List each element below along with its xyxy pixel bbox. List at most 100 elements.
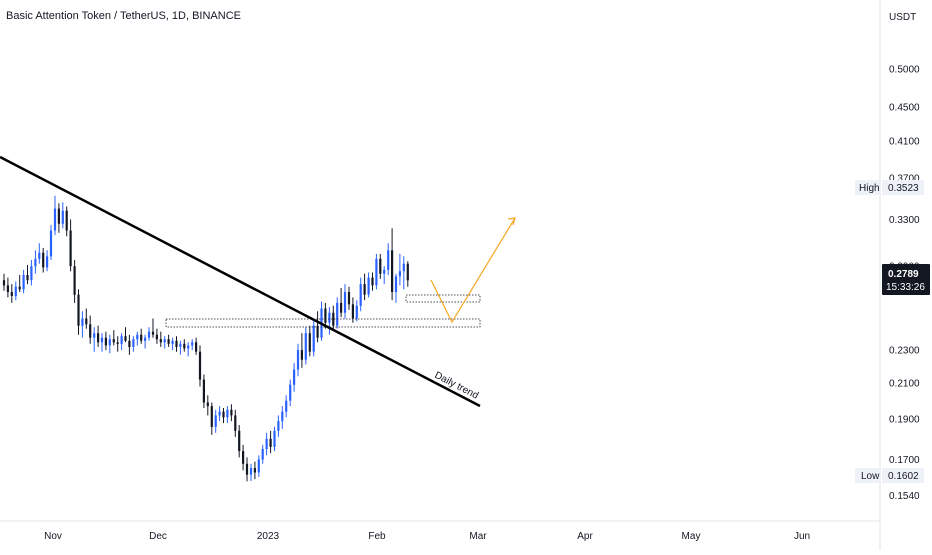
candle-body-up [191,342,194,346]
candle-body-down [242,451,245,464]
candle-body-up [53,208,57,231]
candle-body-up [304,333,307,360]
projection-arrowhead [507,217,516,226]
low-value: 0.1602 [888,471,919,482]
candle-body-up [49,230,53,257]
candle-body-down [324,308,327,323]
candle-body-down [175,340,178,347]
high-value-badge [882,180,924,195]
candle-body-up [289,384,292,401]
candle-body-down [85,318,88,325]
candle-body-up [163,339,166,343]
candle-body-up [343,292,347,313]
candle-body-down [198,351,202,380]
candle-body-down [155,334,158,340]
last-price-tag [882,264,930,295]
candle-body-up [375,258,378,286]
candle-body-up [34,258,37,267]
price-tick-label: 0.3700 [889,174,920,185]
time-tick-label: May [682,531,701,542]
candle-body-up [38,252,41,259]
low-value-badge [882,468,924,483]
candle-body-down [6,285,9,292]
candle-body-down [347,292,351,305]
candle-body-up [394,276,398,292]
time-tick-label: Nov [44,531,62,542]
projection-path[interactable] [430,217,516,324]
candle-body-down [112,339,115,343]
candle-body-down [300,350,303,360]
price-axis-unit: USDT [889,12,916,23]
candle-body-down [230,409,233,416]
candle-body-up [296,350,300,370]
candle-body-down [269,438,272,447]
candle-body-down [379,258,382,274]
candle-body-down [104,337,107,346]
low-label: Low [861,471,880,482]
candle-body-up [120,336,123,344]
candle-body-down [371,277,374,286]
low-label-badge [855,468,881,483]
candle-body-up [30,266,33,281]
time-tick-label: Mar [469,531,487,542]
candle-body-down [210,406,213,427]
price-tick-label: 0.5000 [889,65,920,76]
candle-body-up [367,277,370,295]
candle-body-up [257,459,260,473]
candle-body-up [277,421,280,431]
candle-body-up [22,275,25,290]
candle-body-down [128,340,131,347]
candle-body-down [234,415,237,431]
candle-body-up [81,318,84,326]
candle-body-up [281,411,284,422]
candle-body-up [226,409,229,418]
price-tick-label: 0.4500 [889,103,920,114]
candle-body-down [406,263,409,281]
candle-body-up [46,256,49,268]
candle-body-down [57,208,60,224]
price-tick-label: 0.2100 [889,379,920,390]
candle-body-down [140,334,143,341]
candle-body-down [222,411,225,418]
candle-body-down [183,343,186,349]
candle-body-up [355,305,358,319]
price-tick-label: 0.2300 [889,346,920,357]
time-tick-label: 2023 [257,531,280,542]
candle-body-down [202,379,205,403]
candle-body-up [359,284,362,306]
high-label: High [859,183,880,194]
candle-body-up [398,271,401,277]
last-price-value: 0.2789 [888,269,919,280]
daily-trendline[interactable] [0,155,481,408]
candle-body-down [206,402,209,407]
candle-body-up [132,339,135,347]
candle-body-up [214,415,217,427]
candle-body-down [167,339,170,344]
candle-body-down [316,325,319,338]
countdown-timer: 15:33:26 [886,282,925,293]
candle-body-up [61,210,64,224]
candle-body-up [336,302,339,326]
candle-body-up [387,250,390,270]
candle-body-down [18,286,21,290]
candle-body-down [195,342,198,352]
local-support-box[interactable] [405,294,481,303]
support-zone-box[interactable] [165,318,481,328]
candle-body-down [159,339,162,343]
candle-body-up [328,312,331,323]
candle-body-down [69,230,72,267]
candle-body-up [14,286,17,297]
time-tick-label: Apr [577,531,593,542]
candle-body-up [273,430,276,447]
candle-body-down [245,463,249,475]
candle-body-down [124,336,127,341]
time-tick-label: Jun [794,531,810,542]
candle-body-up [179,343,182,347]
candle-body-up [293,369,296,385]
candle-body-down [97,333,100,343]
candle-body-down [42,252,45,268]
candle-body-down [340,302,343,313]
candle-body-up [108,339,111,346]
